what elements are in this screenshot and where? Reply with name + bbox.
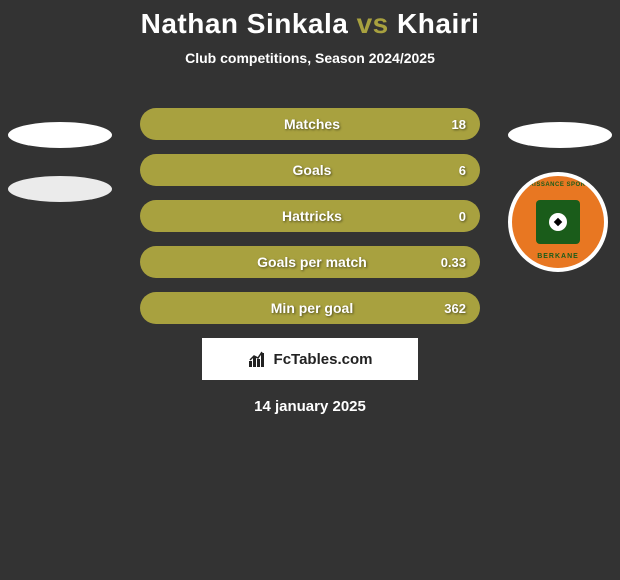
page-title: Nathan Sinkala vs Khairi (0, 8, 620, 40)
logo-center-shield (536, 200, 580, 244)
logo-text-top: RENAISSANCE SPORTIVE (512, 182, 604, 188)
soccer-ball-icon (549, 213, 567, 231)
stat-value: 18 (430, 117, 466, 132)
placeholder-ellipse (8, 176, 112, 202)
stat-value: 0.33 (430, 255, 466, 270)
subtitle: Club competitions, Season 2024/2025 (0, 50, 620, 66)
stat-row-min-per-goal: Min per goal 362 (140, 292, 480, 324)
stat-label: Min per goal (154, 300, 430, 316)
footer-date: 14 january 2025 (0, 398, 620, 415)
player1-name: Nathan Sinkala (141, 8, 349, 39)
stat-value: 6 (430, 163, 466, 178)
stat-value: 362 (430, 301, 466, 316)
bar-chart-icon (248, 349, 268, 369)
club-logo: RENAISSANCE SPORTIVE BERKANE (508, 172, 608, 272)
stat-label: Goals per match (154, 254, 430, 270)
stat-row-matches: Matches 18 (140, 108, 480, 140)
brand-banner[interactable]: FcTables.com (202, 338, 418, 380)
stat-label: Goals (154, 162, 430, 178)
stat-row-goals: Goals 6 (140, 154, 480, 186)
vs-separator: vs (357, 8, 389, 39)
brand-text: FcTables.com (274, 351, 373, 368)
stat-label: Hattricks (154, 208, 430, 224)
stat-row-hattricks: Hattricks 0 (140, 200, 480, 232)
player2-name: Khairi (397, 8, 479, 39)
placeholder-ellipse (508, 122, 612, 148)
logo-text-bottom: BERKANE (512, 253, 604, 260)
left-badges (8, 122, 112, 230)
stats-list: Matches 18 Goals 6 Hattricks 0 Goals per… (140, 108, 480, 324)
stat-label: Matches (154, 116, 430, 132)
placeholder-ellipse (8, 122, 112, 148)
stat-value: 0 (430, 209, 466, 224)
stat-row-goals-per-match: Goals per match 0.33 (140, 246, 480, 278)
right-badges: RENAISSANCE SPORTIVE BERKANE (508, 122, 612, 272)
